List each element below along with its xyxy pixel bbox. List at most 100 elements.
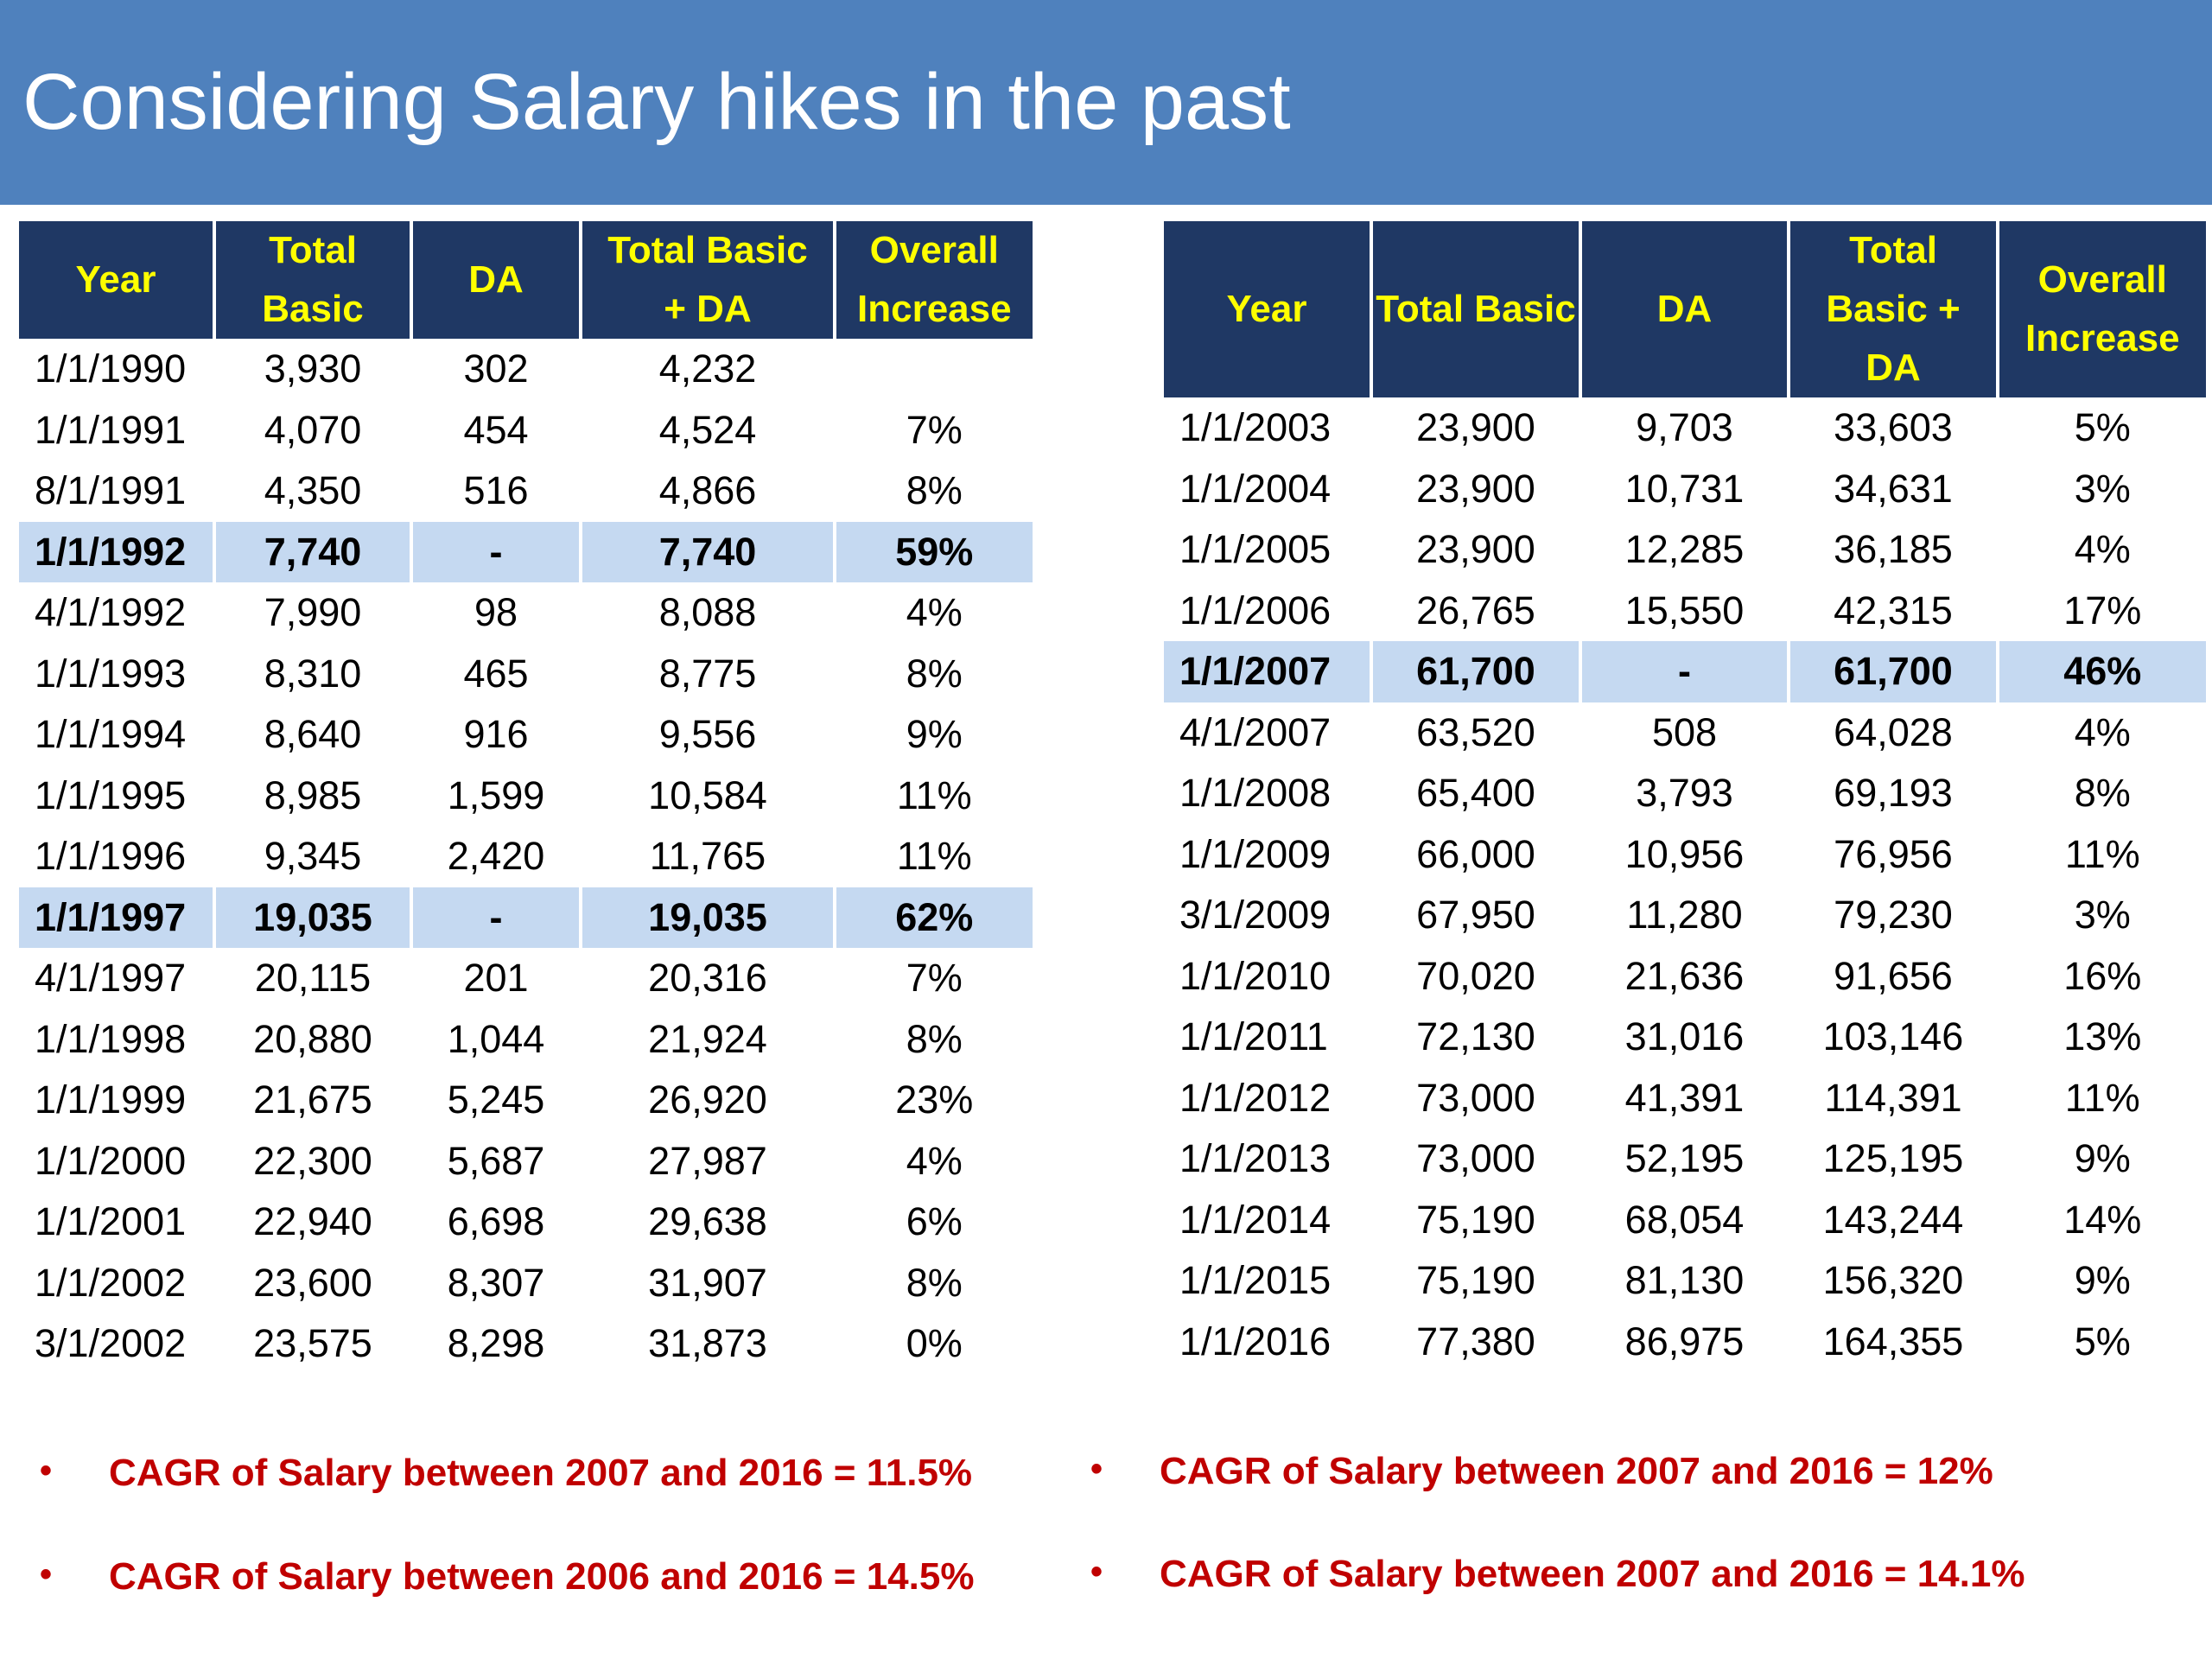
cagr-note-text: CAGR of Salary between 2007 and 2016 = 1… [1160, 1553, 2025, 1595]
cell-total-basic-da: 34,631 [1834, 466, 1953, 511]
cell-year: 1/1/2002 [35, 1260, 187, 1305]
cell-total-basic-da: 164,355 [1822, 1319, 1964, 1363]
cell-total-basic: 72,130 [1416, 1014, 1535, 1059]
cell-year: 4/1/2007 [1179, 709, 1332, 754]
cell-da: 86,975 [1624, 1319, 1745, 1363]
cell-total-basic-da: 143,244 [1822, 1197, 1964, 1242]
table-row: 8/1/1991 4,350 516 4,866 8% [19, 461, 1033, 522]
cell-total-basic-da: 91,656 [1834, 953, 1953, 998]
cell-da: 8,298 [447, 1321, 545, 1366]
cell-total-basic-da: 69,193 [1834, 771, 1953, 816]
cell-overall-increase: 11% [896, 834, 972, 879]
cell-da: 8,307 [447, 1260, 545, 1305]
cell-year: 1/1/1994 [35, 712, 187, 757]
table-row: 1/1/2006 26,765 15,550 42,315 17% [1164, 581, 2206, 642]
cell-total-basic: 65,400 [1416, 771, 1535, 816]
table-row: 1/1/2013 73,000 52,195 125,195 9% [1164, 1128, 2206, 1190]
table-row: 1/1/1992 7,740-7,740 59% [19, 521, 1033, 582]
cell-year: 1/1/2013 [1179, 1136, 1332, 1181]
cell-overall-increase: 9% [906, 712, 963, 757]
table-header-row: Year Total Basic DA Total Basic + DA Ove… [1164, 221, 2206, 397]
cell-da: 3,793 [1636, 771, 1733, 816]
cell-year: 1/1/2010 [1179, 953, 1332, 998]
table-row: 1/1/2001 22,940 6,698 29,638 6% [19, 1192, 1033, 1253]
cell-total-basic: 8,640 [264, 712, 362, 757]
cell-total-basic: 75,190 [1416, 1258, 1535, 1303]
cell-total-basic-da: 19,035 [582, 887, 833, 948]
header-total-basic-da: Total Basic + DA [582, 221, 833, 339]
cell-da: 68,054 [1624, 1197, 1745, 1242]
cell-total-basic-da: 76,956 [1834, 831, 1953, 876]
table-row: 4/1/2007 63,520 508 64,028 4% [1164, 702, 2206, 764]
cell-da: 2,420 [447, 834, 545, 879]
table-row: 1/1/2007 61,700-61,700 46% [1164, 641, 2206, 702]
cell-total-basic: 19,035 [216, 887, 410, 948]
cell-overall-increase: 46% [1999, 641, 2206, 702]
cell-da: 516 [463, 468, 529, 513]
cell-total-basic-da: 36,185 [1834, 527, 1953, 572]
cell-overall-increase: 8% [2074, 771, 2131, 816]
cell-overall-increase: 8% [906, 1260, 963, 1305]
table-row: 1/1/1990 3,930 302 4,232 [19, 339, 1033, 400]
cell-overall-increase: 11% [2064, 831, 2140, 876]
cell-year: 1/1/2005 [1179, 527, 1332, 572]
cell-year: 1/1/2011 [1179, 1014, 1328, 1059]
cagr-note-text: CAGR of Salary between 2007 and 2016 = 1… [1160, 1450, 1993, 1492]
bullet-icon: • [1090, 1553, 1103, 1591]
cell-total-basic-da: 11,765 [649, 834, 766, 879]
cell-total-basic: 20,880 [253, 1016, 372, 1061]
table-row: 4/1/1992 7,990 98 8,088 4% [19, 582, 1033, 644]
cell-da: 916 [463, 712, 529, 757]
header-total-basic: Total Basic [1373, 221, 1579, 397]
cell-year: 1/1/2007 [1164, 641, 1370, 702]
cell-total-basic-da: 79,230 [1834, 893, 1953, 938]
cell-overall-increase: 17% [2063, 588, 2142, 632]
cell-total-basic-da: 61,700 [1790, 641, 1996, 702]
cell-total-basic: 67,950 [1416, 893, 1535, 938]
table-row: 1/1/2005 23,900 12,285 36,185 4% [1164, 519, 2206, 581]
salary-table-1990-2002: Year Total Basic DA Total Basic + DA Ove… [16, 221, 1036, 1375]
cell-da: 9,703 [1636, 405, 1733, 450]
table-row: 3/1/2002 23,575 8,298 31,873 0% [19, 1313, 1033, 1375]
cell-overall-increase: 11% [2064, 1075, 2140, 1120]
cell-total-basic-da: 26,920 [648, 1077, 767, 1122]
cell-overall-increase: 14% [2063, 1197, 2142, 1242]
cell-overall-increase: 8% [906, 1016, 963, 1061]
cell-overall-increase: 0% [906, 1321, 963, 1366]
cell-da: 98 [474, 590, 518, 635]
cell-da: - [413, 521, 579, 582]
cell-year: 1/1/1998 [35, 1016, 187, 1061]
cell-overall-increase: 6% [906, 1199, 963, 1244]
cell-overall-increase: 8% [906, 651, 963, 696]
cell-total-basic-da: 31,873 [648, 1321, 767, 1366]
cell-year: 4/1/1992 [35, 590, 187, 635]
cell-year: 1/1/2009 [1179, 831, 1332, 876]
cell-overall-increase: 13% [2063, 1014, 2142, 1059]
cell-total-basic: 9,345 [264, 834, 362, 879]
cell-total-basic: 63,520 [1416, 709, 1535, 754]
table-header-row: Year Total Basic DA Total Basic + DA Ove… [19, 221, 1033, 339]
cell-da: 1,599 [447, 772, 545, 817]
header-overall-increase: Overall Increase [1999, 221, 2206, 397]
cell-total-basic: 23,900 [1416, 527, 1535, 572]
salary-table-2003-2016: Year Total Basic DA Total Basic + DA Ove… [1160, 221, 2209, 1372]
cell-year: 1/1/1991 [35, 407, 187, 452]
cell-total-basic: 23,600 [253, 1260, 372, 1305]
cell-total-basic: 4,350 [264, 468, 362, 513]
cell-overall-increase: 23% [895, 1077, 974, 1122]
cell-total-basic: 66,000 [1416, 831, 1535, 876]
cell-total-basic-da: 4,232 [658, 346, 757, 391]
table-row: 1/1/2015 75,190 81,130 156,320 9% [1164, 1250, 2206, 1312]
cell-overall-increase: 4% [906, 590, 963, 635]
table-row: 1/1/1997 19,035-19,035 62% [19, 887, 1033, 948]
cell-year: 1/1/1993 [35, 651, 187, 696]
cell-total-basic: 4,070 [264, 407, 362, 452]
cell-da: 1,044 [447, 1016, 545, 1061]
cell-overall-increase: 16% [2063, 953, 2142, 998]
header-total-basic: Total Basic [216, 221, 410, 339]
table-row: 1/1/2011 72,130 31,016 103,146 13% [1164, 1007, 2206, 1068]
cell-da: 15,550 [1624, 588, 1745, 632]
cell-da: 6,698 [447, 1199, 545, 1244]
